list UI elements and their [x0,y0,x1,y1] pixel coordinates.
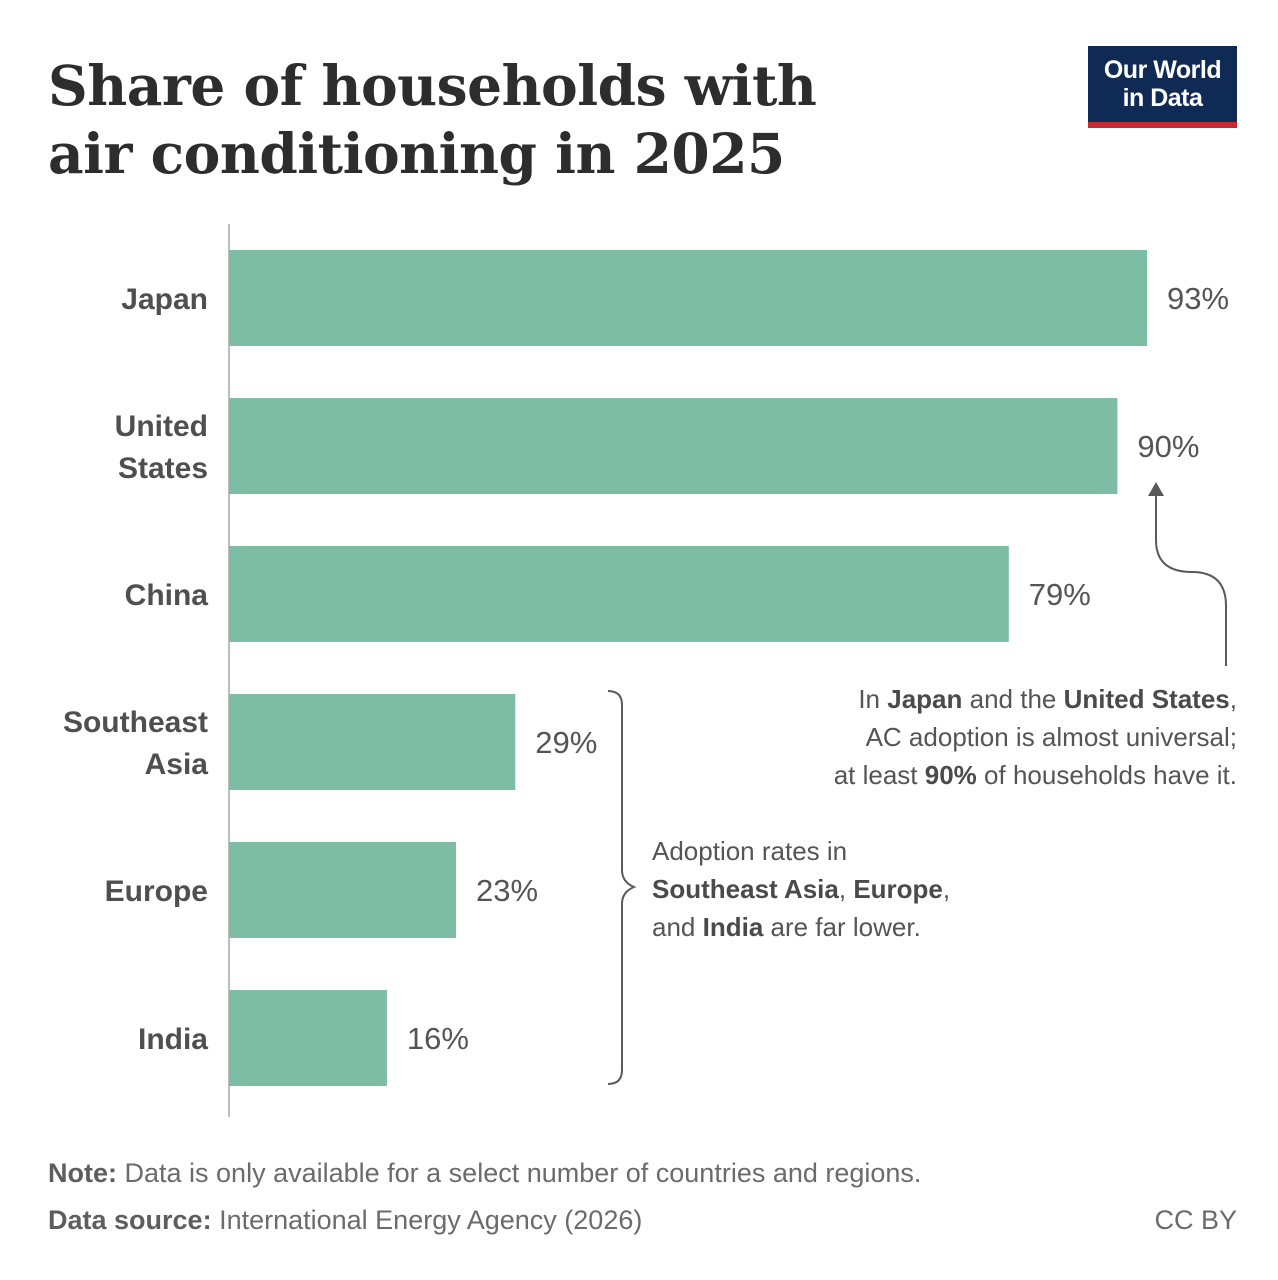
bar-japan[interactable] [229,250,1147,346]
category-label: Southeast Asia [63,706,208,781]
bar-southeast-asia[interactable] [229,694,516,790]
bar-europe[interactable] [229,842,457,938]
category-label: Europe [105,875,208,908]
bars-group [229,250,1147,1086]
chart-title-line: Share of households with [48,53,817,118]
annotation-japan-us: In Japan and the United States, AC adopt… [700,680,1237,794]
bar-united-states[interactable] [229,398,1118,494]
category-label: Japan [121,283,208,316]
value-label: 90% [1137,429,1199,464]
annotation-line: In Japan and the United States, [858,684,1237,714]
chart-footer: Note: Data is only available for a selec… [48,1150,1238,1244]
chart-title-line: air conditioning in 2025 [48,121,785,186]
chart-title: Share of households with air conditionin… [48,52,948,188]
logo-line: in Data [1122,84,1203,112]
annotation-marks [607,482,1227,1085]
footer-note: Note: Data is only available for a selec… [48,1158,922,1188]
annotation-arrow-line [1155,488,1227,666]
bar-china[interactable] [229,546,1009,642]
annotation-lower-adoption: Adoption rates in Southeast Asia, Europe… [652,832,1072,946]
license-link[interactable]: CC BY [1154,1205,1237,1235]
footer-source: Data source: International Energy Agency… [48,1205,643,1235]
value-label: 93% [1167,281,1229,316]
bar-chart: Japan United States China Southeast Asia Europ… [63,224,1229,1117]
annotation-line: Adoption rates in [652,836,848,866]
category-labels: Japan United States China Southeast Asia Europ… [63,283,208,1056]
value-label: 16% [407,1021,469,1056]
annotation-arrow-head-icon [1148,482,1164,496]
value-labels: 93% 90% 79% 29% 23% 16% [407,281,1229,1056]
bar-india[interactable] [229,990,387,1086]
annotation-line: and India are far lower. [652,912,921,942]
category-label: United States [115,410,208,485]
logo-line: Our World [1103,56,1222,84]
value-label: 23% [476,873,538,908]
value-label: 29% [535,725,597,760]
category-label: China [125,579,209,612]
value-label: 79% [1029,577,1091,612]
category-label: India [138,1023,208,1056]
owid-logo[interactable]: Our World in Data [1088,46,1237,128]
annotation-line: AC adoption is almost universal; [865,722,1237,752]
annotation-line: Southeast Asia, Europe, [652,874,951,904]
annotation-line: at least 90% of households have it. [833,760,1237,790]
annotation-bracket [607,690,637,1085]
